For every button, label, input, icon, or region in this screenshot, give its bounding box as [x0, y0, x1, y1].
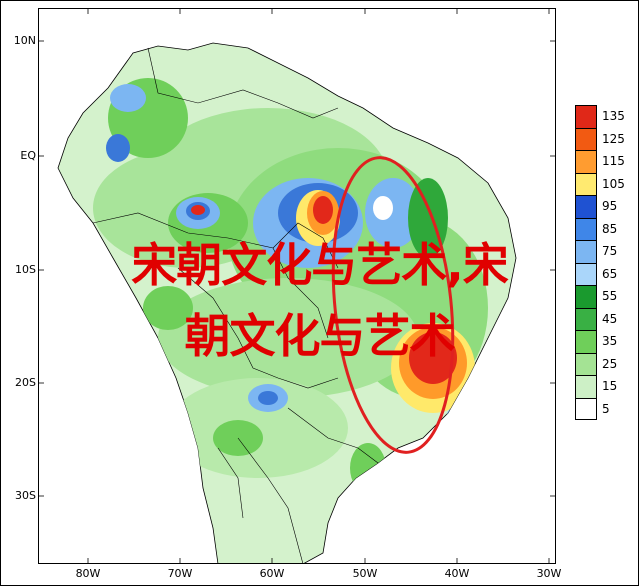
- legend-label: 85: [602, 221, 618, 236]
- legend-swatch: [575, 172, 597, 195]
- legend-label: 135: [602, 109, 625, 124]
- overlay-title-line-1: 宋朝文化与艺术,宋: [131, 238, 508, 292]
- legend-label: 35: [602, 334, 618, 349]
- country-borders: [92, 47, 379, 564]
- lon-label-50w: 50W: [352, 567, 378, 580]
- legend-label: 75: [602, 244, 618, 259]
- lon-label-60w: 60W: [259, 567, 285, 580]
- legend-label: 115: [602, 154, 625, 169]
- precipitation-map: [38, 8, 556, 564]
- legend-label: 125: [602, 131, 625, 146]
- precipitation-field: [93, 78, 488, 493]
- lon-label-70w: 70W: [167, 567, 193, 580]
- legend-label: 55: [602, 289, 618, 304]
- legend-swatch: [575, 217, 597, 240]
- legend-swatch: [575, 397, 597, 420]
- legend-swatch: [575, 262, 597, 285]
- lon-label-40w: 40W: [444, 567, 470, 580]
- legend-swatch: [575, 105, 597, 128]
- highlight-circle: [331, 156, 455, 454]
- lat-label-20s: 20S: [15, 376, 36, 389]
- legend-label: 65: [602, 266, 618, 281]
- legend-label: 15: [602, 379, 618, 394]
- legend-swatch: [575, 150, 597, 173]
- legend-swatch: [575, 330, 597, 353]
- legend-swatch: [575, 352, 597, 375]
- legend-swatch: [575, 127, 597, 150]
- lat-label-10s: 10S: [15, 263, 36, 276]
- legend-label: 25: [602, 356, 618, 371]
- lat-label-eq: EQ: [20, 149, 36, 162]
- legend-swatch: [575, 375, 597, 398]
- lat-label-10n: 10N: [13, 34, 36, 47]
- legend-label: 95: [602, 199, 618, 214]
- legend-swatch: [575, 240, 597, 263]
- legend-swatch: [575, 307, 597, 330]
- legend-label: 5: [602, 401, 610, 416]
- lon-label-80w: 80W: [75, 567, 101, 580]
- plot-border: [38, 8, 556, 564]
- lon-label-30w: 30W: [536, 567, 562, 580]
- legend-label: 105: [602, 176, 625, 191]
- color-legend: [575, 105, 597, 420]
- map-canvas: [38, 8, 556, 564]
- overlay-title-line-2: 朝文化与艺术: [184, 309, 456, 363]
- lat-label-30s: 30S: [15, 489, 36, 502]
- legend-swatch: [575, 285, 597, 308]
- legend-label: 45: [602, 311, 618, 326]
- legend-swatch: [575, 195, 597, 218]
